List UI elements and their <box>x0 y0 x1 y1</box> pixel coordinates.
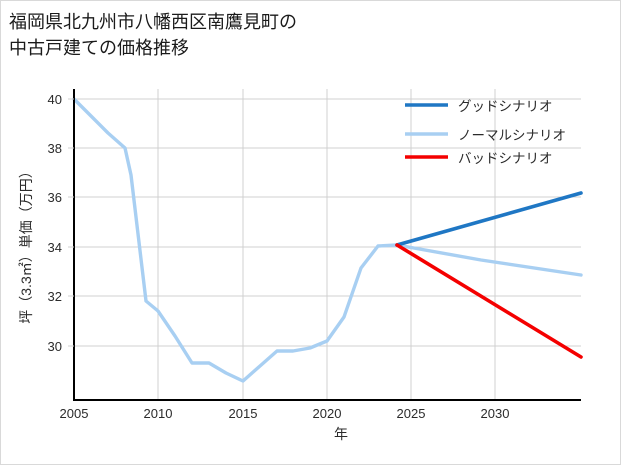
x-tick-label-2025: 2025 <box>397 406 426 421</box>
legend-label-good: グッドシナリオ <box>458 99 553 114</box>
legend-label-normal: ノーマルシナリオ <box>458 128 566 143</box>
series-line-good <box>395 191 583 247</box>
y-tick-label-34: 34 <box>48 240 62 255</box>
legend-label-bad: バッドシナリオ <box>458 151 553 166</box>
chart-legend: グッドシナリオ ノーマルシナリオ バッドシナリオ <box>405 99 566 166</box>
y-tick-label-38: 38 <box>48 141 62 156</box>
y-tick-label-40: 40 <box>48 92 62 107</box>
y-tick-marks <box>68 98 74 347</box>
vertical-gridlines <box>157 89 496 399</box>
x-tick-label-2010: 2010 <box>144 406 173 421</box>
y-tick-label-30: 30 <box>48 339 62 354</box>
x-axis-title: 年 <box>334 426 348 442</box>
x-tick-label-2020: 2020 <box>313 406 342 421</box>
y-tick-label-36: 36 <box>48 190 62 205</box>
series-line-bad <box>395 243 583 359</box>
x-tick-label-2005: 2005 <box>60 406 89 421</box>
x-tick-label-2015: 2015 <box>229 406 258 421</box>
y-tick-label-32: 32 <box>48 289 62 304</box>
x-tick-label-2030: 2030 <box>481 406 510 421</box>
page-title: 福岡県北九州市八幡西区南鷹見町の 中古戸建ての価格推移 <box>9 12 297 58</box>
y-axis-title: 坪（3.3㎡）単価（万円） <box>18 164 34 323</box>
series-line-normal <box>72 97 583 383</box>
